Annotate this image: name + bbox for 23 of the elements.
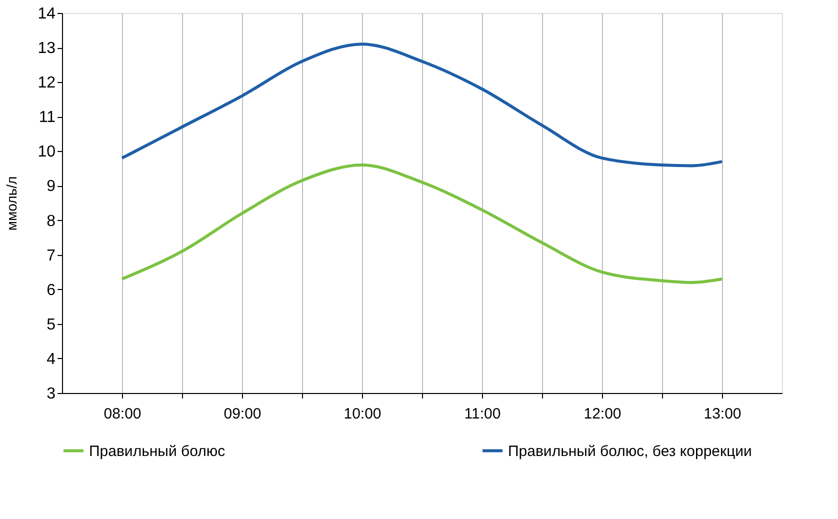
y-tick-label: 8 <box>46 212 56 230</box>
x-tick-label: 13:00 <box>704 406 742 422</box>
y-tick-label: 4 <box>46 350 56 368</box>
x-tick-label: 10:00 <box>344 406 382 422</box>
y-tick-label: 6 <box>46 282 56 299</box>
line-series <box>120 164 724 284</box>
y-tick-label: 11 <box>38 109 56 126</box>
y-tick-label: 10 <box>38 144 56 161</box>
x-tick-label: 09:00 <box>224 406 262 422</box>
y-tick-label: 13 <box>38 40 56 58</box>
y-tick-label: 12 <box>38 74 56 92</box>
line-series <box>120 42 724 168</box>
x-tick-label: 12:00 <box>584 406 622 422</box>
x-tick-label: 11:00 <box>464 406 501 422</box>
x-tick-label: 08:00 <box>104 406 142 422</box>
y-tick-label: 5 <box>46 316 56 334</box>
y-tick-label: 14 <box>38 6 56 22</box>
y-tick-label: 7 <box>46 247 56 264</box>
legend-label: Правильный болюс <box>89 442 226 460</box>
y-tick-label: 3 <box>46 386 56 402</box>
y-tick-label: 9 <box>46 178 56 196</box>
y-axis-title: ммоль/л <box>4 176 20 231</box>
legend-label: Правильный болюс, без коррекции <box>508 442 752 460</box>
